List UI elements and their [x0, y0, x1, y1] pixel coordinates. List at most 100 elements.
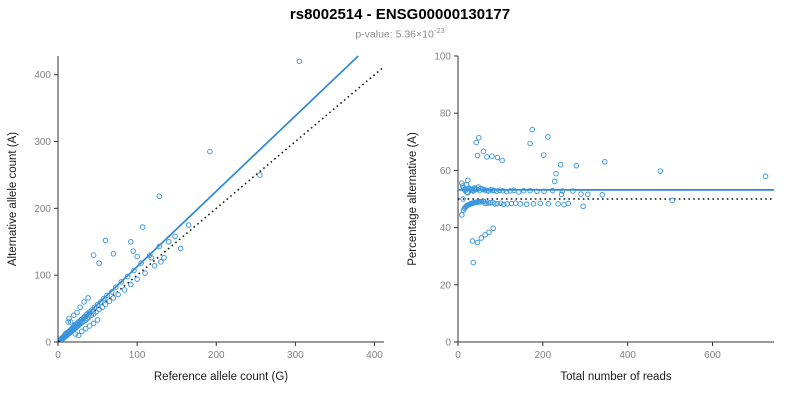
data-point — [578, 191, 584, 197]
left-chart-box: 0 100 200 300 400 0 100 200 300 400 Reference alle… — [0, 42, 400, 400]
data-point — [124, 273, 131, 280]
data-point — [570, 188, 576, 194]
figure-header: rs8002514 - ENSG00000130177 p-value: 5.3… — [0, 6, 800, 41]
y-tick-label: 300 — [34, 137, 51, 148]
data-point — [555, 201, 561, 207]
fit-line — [57, 55, 359, 343]
data-point — [500, 188, 506, 194]
data-point — [474, 239, 481, 246]
data-point — [561, 201, 567, 208]
charts-row: 0 100 200 300 400 0 100 200 300 400 Reference alle… — [0, 42, 800, 400]
data-point — [494, 200, 501, 207]
data-point — [177, 245, 184, 252]
data-point — [96, 260, 102, 266]
x-tick-label: 400 — [366, 350, 383, 361]
data-point — [102, 237, 109, 244]
data-point — [501, 201, 507, 208]
data-point — [507, 188, 513, 194]
x-tick-label: 200 — [208, 350, 225, 361]
data-point — [75, 332, 82, 339]
data-point — [553, 170, 559, 177]
data-point — [94, 317, 101, 323]
data-point — [503, 188, 510, 195]
data-point — [489, 153, 495, 159]
x-axis-title: Reference allele count (G) — [154, 371, 288, 383]
data-point — [499, 157, 505, 164]
data-point — [523, 201, 530, 208]
data-point — [75, 322, 82, 329]
data-point — [474, 152, 481, 159]
data-point — [91, 304, 98, 311]
data-point — [551, 178, 558, 185]
data-point — [115, 291, 121, 298]
data-point — [112, 284, 119, 290]
data-point — [559, 188, 566, 194]
data-point — [657, 168, 664, 174]
data-point — [493, 188, 500, 194]
data-point — [545, 200, 552, 207]
data-point — [530, 201, 537, 207]
data-point — [296, 58, 303, 65]
data-point — [82, 325, 89, 332]
data-point — [470, 259, 477, 266]
data-point — [573, 162, 580, 169]
data-point — [478, 235, 485, 241]
data-point — [81, 299, 87, 305]
data-point — [65, 319, 72, 325]
data-point — [139, 224, 146, 230]
data-point — [549, 187, 556, 194]
data-point — [459, 212, 465, 218]
data-point — [156, 193, 163, 200]
data-point — [494, 154, 501, 161]
data-point — [207, 148, 213, 155]
figure-subtitle: p-value: 5.36×10-23 — [0, 26, 800, 41]
data-point — [101, 295, 107, 302]
data-point — [82, 317, 89, 323]
data-point — [480, 148, 487, 155]
data-point — [142, 270, 148, 276]
scatter-plot-percentage-reads: 0 200 400 600 0 20 40 60 80 100 Total number of re… — [407, 52, 774, 383]
data-point — [148, 255, 155, 261]
x-tick-label: 600 — [704, 350, 721, 361]
data-point — [158, 259, 164, 265]
data-point — [256, 172, 263, 178]
data-point — [599, 192, 605, 198]
data-point — [541, 188, 547, 195]
data-point — [110, 295, 117, 301]
data-point — [511, 187, 517, 194]
data-point — [156, 243, 163, 250]
data-point — [762, 173, 769, 180]
data-point — [67, 319, 74, 325]
data-point — [529, 126, 536, 133]
data-point — [66, 315, 72, 322]
data-point — [85, 295, 91, 301]
data-point — [459, 180, 465, 186]
data-point — [93, 309, 99, 315]
data-point — [97, 299, 104, 305]
x-axis-title: Total number of reads — [560, 371, 671, 383]
data-point — [166, 238, 172, 245]
y-tick-label: 0 — [45, 338, 51, 349]
data-point — [484, 154, 490, 160]
data-point — [490, 225, 496, 232]
data-point — [486, 229, 492, 236]
data-point — [130, 248, 136, 254]
y-tick-label: 400 — [34, 70, 51, 81]
y-tick-label: 20 — [440, 280, 452, 291]
x-tick-label: 0 — [55, 350, 61, 361]
data-point — [580, 203, 586, 210]
data-point — [185, 222, 192, 228]
data-point — [72, 331, 79, 337]
data-point — [84, 315, 91, 322]
data-point — [515, 189, 522, 195]
y-tick-label: 200 — [34, 204, 51, 215]
data-point — [128, 238, 134, 245]
scatter-plot-allele-counts: 0 100 200 300 400 0 100 200 300 400 Reference alle… — [7, 55, 385, 383]
data-point — [172, 233, 178, 240]
data-point — [106, 298, 113, 305]
data-point — [557, 161, 564, 168]
data-point — [460, 196, 466, 202]
data-point — [498, 200, 504, 207]
data-point — [492, 201, 498, 207]
figure-title: rs8002514 - ENSG00000130177 — [289, 6, 511, 23]
